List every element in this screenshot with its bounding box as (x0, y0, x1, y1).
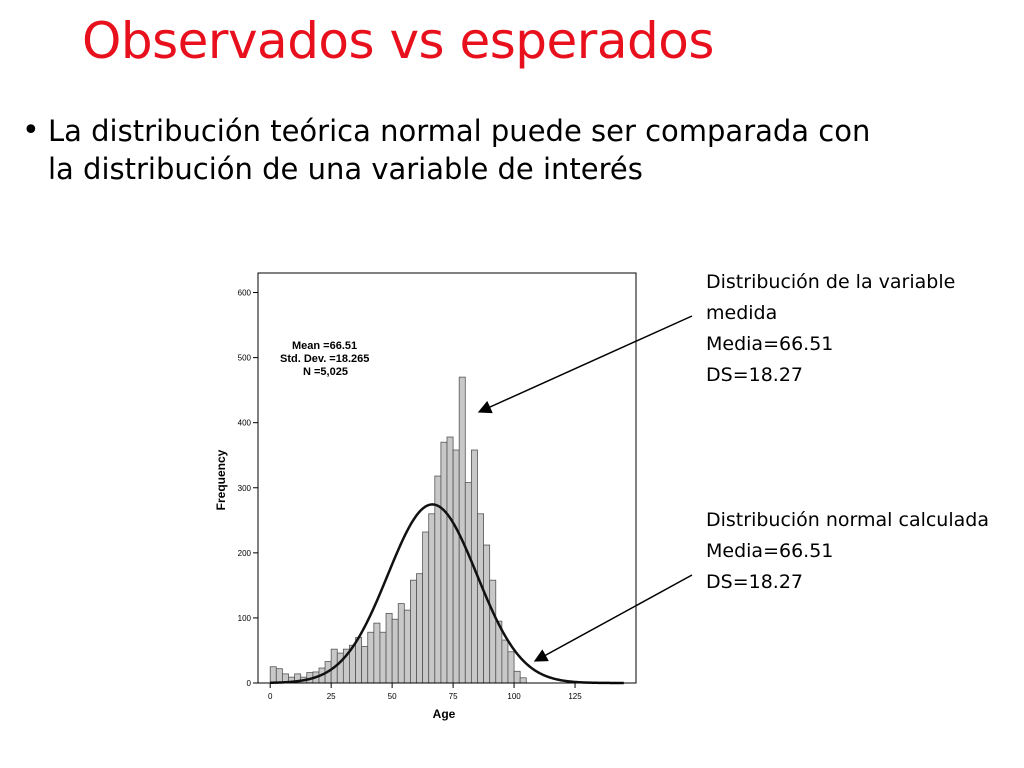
normal-curve (270, 503, 624, 685)
histogram-bar (519, 677, 527, 684)
x-axis-label: Age (433, 707, 456, 721)
x-tick-label: 50 (388, 692, 397, 701)
stats-mean: Mean =66.51 (292, 340, 357, 352)
histogram-bar (397, 603, 405, 684)
histogram-bar (483, 544, 491, 684)
annotation-observed-mean: Media=66.51 (706, 333, 834, 355)
histogram-bar (410, 579, 417, 684)
histogram-bar (336, 652, 344, 684)
x-tick-label: 100 (507, 692, 521, 701)
histogram-bar (428, 513, 436, 684)
histogram-bar (275, 668, 283, 684)
arrow-expected (533, 574, 693, 662)
y-tick-label: 200 (238, 549, 252, 558)
y-axis-ticks: 0 100 200 300 400 500 600 (238, 289, 258, 688)
histogram-bar (452, 449, 460, 684)
stats-n: N =5,025 (303, 366, 348, 378)
y-tick-label: 100 (238, 614, 252, 623)
annotation-observed-line2: medida (706, 302, 778, 324)
stats-box: Mean =66.51 Std. Dev. =18.265 N =5,025 (280, 340, 369, 378)
histogram-bar (489, 579, 497, 684)
histogram-bar (446, 436, 454, 684)
histogram-bar (373, 622, 381, 684)
histogram-bar (361, 646, 369, 684)
histogram-bar (422, 531, 430, 684)
arrow-observed (477, 315, 693, 414)
stats-sd: Std. Dev. =18.265 (280, 353, 369, 365)
bullet-text: La distribución teórica normal puede ser… (48, 114, 871, 186)
histogram-bar (501, 639, 509, 684)
histogram-bar (440, 441, 448, 684)
x-tick-label: 75 (449, 692, 458, 701)
annotation-observed: Distribución de la variable medida Media… (706, 267, 955, 391)
histogram-bar (458, 376, 466, 684)
y-tick-label: 500 (238, 354, 252, 363)
histogram-bar (391, 618, 399, 684)
histogram-bar (513, 670, 521, 684)
histogram-bar (355, 637, 363, 684)
x-axis-ticks: 0 25 50 75 100 125 (268, 683, 582, 701)
y-tick-label: 300 (238, 484, 252, 493)
annotation-expected-sd: DS=18.27 (706, 571, 804, 593)
histogram-bar (403, 609, 411, 684)
x-tick-label: 25 (327, 692, 336, 701)
histogram-bar (367, 631, 375, 684)
slide-title: Observados vs esperados (82, 12, 714, 70)
y-tick-label: 400 (238, 419, 252, 428)
annotation-expected: Distribución normal calculada Media=66.5… (706, 505, 989, 598)
bullet-dot-icon: • (22, 113, 40, 148)
y-tick-label: 0 (247, 679, 252, 688)
histogram-bar (464, 482, 472, 684)
annotation-expected-line1: Distribución normal calculada (706, 509, 989, 531)
histogram-bar (507, 651, 515, 684)
histogram-bar (385, 612, 393, 684)
histogram-bar (416, 573, 424, 684)
histogram-bar (477, 513, 484, 684)
x-tick-label: 0 (268, 692, 273, 701)
annotation-observed-sd: DS=18.27 (706, 364, 804, 386)
y-tick-label: 600 (238, 289, 252, 298)
annotation-observed-line1: Distribución de la variable (706, 271, 956, 293)
histogram-bars (269, 376, 527, 684)
y-axis-label: Frequency (214, 449, 228, 510)
histogram-bar (379, 631, 387, 684)
x-tick-label: 125 (568, 692, 582, 701)
annotation-expected-mean: Media=66.51 (706, 540, 834, 562)
histogram-bar (269, 666, 277, 684)
